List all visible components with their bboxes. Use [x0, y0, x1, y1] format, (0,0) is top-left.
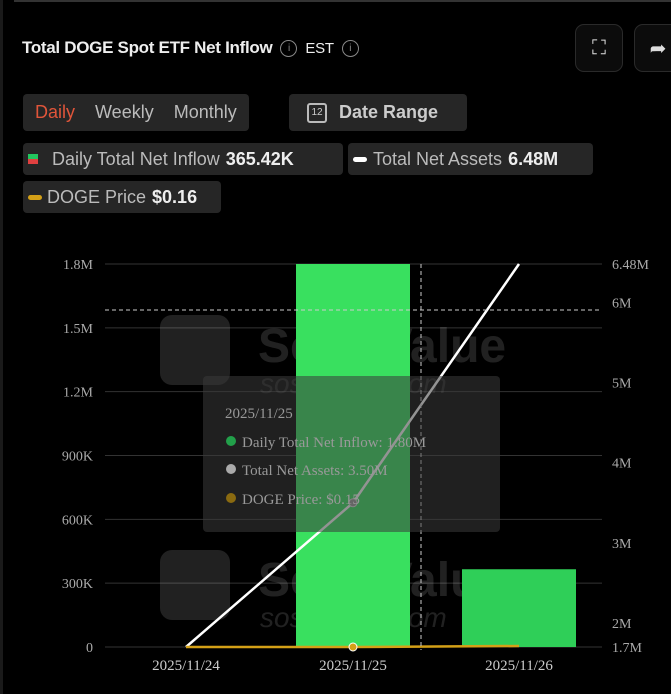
left-axis-tick: 1.5M — [63, 322, 94, 337]
left-border — [0, 0, 3, 694]
left-axis-tick: 600K — [62, 513, 93, 528]
fullscreen-button[interactable]: ⛶ — [575, 24, 623, 72]
legend-swatch-doge-price — [28, 194, 42, 200]
date-range-label: Date Range — [339, 102, 439, 122]
legend-swatch-net-assets — [353, 156, 367, 162]
tooltip-row: Daily Total Net Inflow: 1.80M — [242, 435, 426, 451]
chart-title: Total DOGE Spot ETF Net Inflow — [22, 38, 273, 57]
tooltip-box — [203, 376, 500, 532]
legend-label: Total Net Assets — [373, 148, 503, 169]
share-button[interactable]: ➦ — [634, 24, 671, 72]
tooltip-date: 2025/11/25 — [225, 406, 293, 422]
right-axis-tick: 4M — [612, 457, 632, 472]
calendar-icon: 12 — [307, 102, 327, 123]
tooltip-row: Total Net Assets: 3.50M — [242, 463, 388, 479]
tooltip-dot — [226, 493, 236, 503]
right-axis-tick: 1.7M — [612, 641, 643, 656]
legend-swatch-net-inflow — [28, 154, 38, 164]
left-axis-tick: 0 — [86, 641, 93, 656]
date-range-button[interactable]: 12 Date Range — [289, 94, 467, 131]
tooltip-dot — [226, 436, 236, 446]
info-icon[interactable]: i — [341, 39, 359, 57]
left-axis-tick: 300K — [62, 577, 93, 592]
expand-icon: ⛶ — [592, 36, 606, 59]
bar-net-inflow — [462, 569, 576, 647]
tab-weekly[interactable]: Weekly — [95, 102, 154, 122]
tab-daily[interactable]: Daily — [35, 102, 76, 122]
right-axis-tick: 6M — [612, 296, 632, 311]
legend-item-net-inflow[interactable]: Daily Total Net Inflow 365.42K — [23, 143, 343, 175]
tab-monthly[interactable]: Monthly — [173, 102, 237, 122]
right-axis-tick: 2M — [612, 617, 632, 632]
top-border — [14, 0, 671, 2]
info-icon[interactable]: i — [280, 39, 298, 57]
legend-label: DOGE Price — [47, 186, 147, 207]
chart-header: Total DOGE Spot ETF Net Inflow i EST i — [22, 38, 359, 58]
legend-item-net-assets[interactable]: Total Net Assets 6.48M — [348, 143, 593, 175]
legend-label: Daily Total Net Inflow — [52, 148, 220, 169]
left-axis-tick: 900K — [62, 450, 93, 465]
tooltip: 2025/11/25 Daily Total Net Inflow: 1.80M… — [203, 376, 500, 532]
period-tabs: Daily Weekly Monthly — [23, 94, 249, 131]
right-axis-tick: 5M — [612, 377, 632, 392]
watermark-logo — [160, 550, 230, 620]
share-icon: ➦ — [649, 37, 667, 60]
watermark-logo — [160, 315, 230, 385]
legend-value: 365.42K — [225, 148, 294, 169]
timezone-label: EST — [305, 39, 334, 57]
right-axis-tick: 3M — [612, 537, 632, 552]
x-axis-tick: 2025/11/25 — [319, 658, 387, 674]
tooltip-dot — [226, 464, 236, 474]
right-axis-tick: 6.48M — [612, 258, 650, 273]
legend-value: 6.48M — [508, 148, 559, 169]
x-axis-tick: 2025/11/24 — [152, 658, 220, 674]
legend-item-doge-price[interactable]: DOGE Price $0.16 — [23, 181, 221, 213]
x-axis-tick: 2025/11/26 — [485, 658, 553, 674]
legend-value: $0.16 — [152, 186, 198, 207]
point-doge-price — [348, 642, 358, 652]
left-axis-tick: 1.8M — [63, 258, 94, 273]
left-axis-tick: 1.2M — [63, 386, 94, 401]
tooltip-row: DOGE Price: $0.15 — [242, 492, 360, 508]
